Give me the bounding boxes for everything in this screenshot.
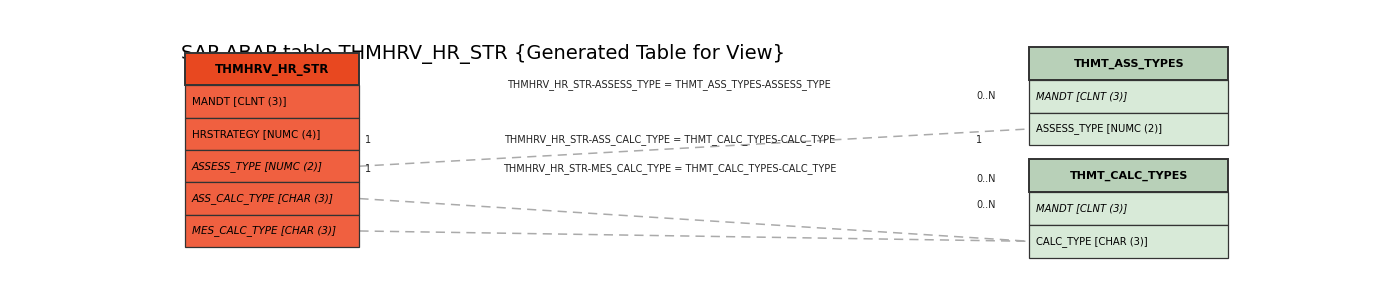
Bar	[1030, 159, 1229, 192]
Bar	[1030, 192, 1229, 225]
Bar	[185, 215, 360, 247]
Bar	[185, 182, 360, 215]
Text: THMHRV_HR_STR: THMHRV_HR_STR	[215, 63, 330, 76]
Text: MES_CALC_TYPE [CHAR (3)]: MES_CALC_TYPE [CHAR (3)]	[192, 226, 335, 237]
Text: THMHRV_HR_STR-ASS_CALC_TYPE = THMT_CALC_TYPES-CALC_TYPE: THMHRV_HR_STR-ASS_CALC_TYPE = THMT_CALC_…	[503, 134, 834, 145]
Text: 0..N: 0..N	[976, 174, 996, 184]
Bar	[185, 118, 360, 150]
Text: CALC_TYPE [CHAR (3)]: CALC_TYPE [CHAR (3)]	[1036, 236, 1147, 247]
Text: SAP ABAP table THMHRV_HR_STR {Generated Table for View}: SAP ABAP table THMHRV_HR_STR {Generated …	[181, 43, 785, 64]
Text: 1: 1	[364, 135, 371, 145]
Text: ASS_CALC_TYPE [CHAR (3)]: ASS_CALC_TYPE [CHAR (3)]	[192, 193, 334, 204]
Text: MANDT [CLNT (3)]: MANDT [CLNT (3)]	[1036, 204, 1127, 213]
Text: THMT_CALC_TYPES: THMT_CALC_TYPES	[1070, 171, 1189, 181]
Text: MANDT [CLNT (3)]: MANDT [CLNT (3)]	[1036, 91, 1127, 101]
Bar	[185, 150, 360, 182]
Text: 0..N: 0..N	[976, 200, 996, 210]
Text: 0..N: 0..N	[976, 91, 996, 101]
Bar	[185, 53, 360, 85]
Text: 1: 1	[976, 135, 982, 145]
Text: HRSTRATEGY [NUMC (4)]: HRSTRATEGY [NUMC (4)]	[192, 129, 320, 139]
Text: ASSESS_TYPE [NUMC (2)]: ASSESS_TYPE [NUMC (2)]	[192, 161, 323, 172]
Text: THMHRV_HR_STR-MES_CALC_TYPE = THMT_CALC_TYPES-CALC_TYPE: THMHRV_HR_STR-MES_CALC_TYPE = THMT_CALC_…	[502, 163, 836, 174]
Text: THMHRV_HR_STR-ASSESS_TYPE = THMT_ASS_TYPES-ASSESS_TYPE: THMHRV_HR_STR-ASSESS_TYPE = THMT_ASS_TYP…	[507, 79, 832, 90]
Text: MANDT [CLNT (3)]: MANDT [CLNT (3)]	[192, 96, 285, 106]
Bar	[1030, 112, 1229, 145]
Bar	[1030, 80, 1229, 112]
Text: 1: 1	[364, 164, 371, 174]
Text: THMT_ASS_TYPES: THMT_ASS_TYPES	[1074, 58, 1185, 68]
Bar	[1030, 225, 1229, 258]
Text: ASSESS_TYPE [NUMC (2)]: ASSESS_TYPE [NUMC (2)]	[1036, 123, 1162, 134]
Bar	[185, 85, 360, 118]
Bar	[1030, 47, 1229, 80]
